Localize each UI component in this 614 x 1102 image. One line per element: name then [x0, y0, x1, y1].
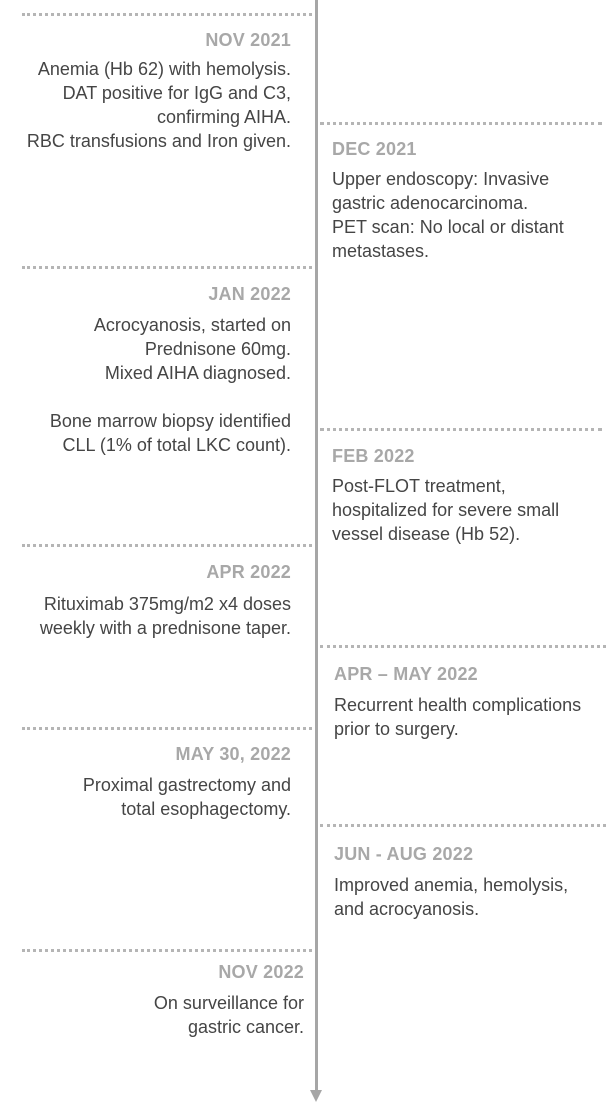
description-line: On surveillance for: [153, 993, 304, 1013]
description-line: Prednisone 60mg.: [144, 339, 291, 359]
event-date: MAY 30, 2022: [175, 744, 291, 764]
connector-apr-may-2022: [320, 645, 606, 648]
description-line: RBC transfusions and Iron given.: [26, 131, 291, 151]
description-line: total esophagectomy.: [121, 799, 291, 819]
description-line: prior to surgery.: [334, 719, 459, 739]
event-date: JAN 2022: [208, 284, 291, 304]
event-date: NOV 2021: [205, 30, 291, 50]
event-date: APR – MAY 2022: [334, 664, 478, 684]
event-date: JUN - AUG 2022: [334, 844, 474, 864]
timeline-event-apr-2022: APR 2022 Rituximab 375mg/m2 x4 doses wee…: [40, 561, 291, 640]
event-date: APR 2022: [206, 562, 291, 582]
connector-apr-2022: [22, 544, 312, 547]
description-line: weekly with a prednisone taper.: [39, 618, 291, 638]
timeline-event-feb-2022: FEB 2022 Post-FLOT treatment, hospitaliz…: [332, 445, 559, 546]
timeline-axis: [315, 0, 318, 1092]
event-description: Proximal gastrectomy and total esophagec…: [83, 773, 291, 821]
connector-nov-2021: [22, 13, 312, 16]
event-description: On surveillance for gastric cancer.: [154, 991, 304, 1039]
description-line: Upper endoscopy: Invasive: [332, 169, 550, 189]
description-line: Rituximab 375mg/m2 x4 doses: [43, 594, 291, 614]
description-line: gastric cancer.: [187, 1017, 304, 1037]
connector-jun-aug-2022: [320, 824, 606, 827]
description-line: CLL (1% of total LKC count).: [62, 435, 291, 455]
timeline-event-apr-may-2022: APR – MAY 2022 Recurrent health complica…: [334, 663, 581, 741]
description-line: Bone marrow biopsy identified: [49, 411, 291, 431]
timeline-event-nov-2022: NOV 2022 On surveillance for gastric can…: [154, 961, 304, 1039]
description-line: vessel disease (Hb 52).: [332, 524, 521, 544]
event-description: Rituximab 375mg/m2 x4 doses weekly with …: [40, 592, 291, 640]
description-line: PET scan: No local or distant: [332, 217, 564, 237]
description-line: Improved anemia, hemolysis,: [334, 875, 569, 895]
event-description: Post-FLOT treatment, hospitalized for se…: [332, 474, 559, 546]
description-line: Acrocyanosis, started on: [93, 315, 291, 335]
description-line: and acrocyanosis.: [334, 899, 480, 919]
connector-feb-2022: [320, 428, 602, 431]
description-line: confirming AIHA.: [156, 107, 291, 127]
connector-nov-2022: [22, 949, 312, 952]
event-date: NOV 2022: [218, 962, 304, 982]
description-line: hospitalized for severe small: [332, 500, 560, 520]
event-description: Improved anemia, hemolysis, and acrocyan…: [334, 873, 568, 921]
connector-jan-2022: [22, 266, 312, 269]
event-description: Anemia (Hb 62) with hemolysis. DAT posit…: [27, 57, 291, 153]
event-description: Recurrent health complications prior to …: [334, 693, 581, 741]
timeline-event-nov-2021: NOV 2021 Anemia (Hb 62) with hemolysis. …: [27, 29, 291, 153]
description-line: gastric adenocarcinoma.: [332, 193, 529, 213]
description-line: Post-FLOT treatment,: [332, 476, 506, 496]
event-date: DEC 2021: [332, 139, 417, 159]
description-line: [50, 385, 291, 409]
connector-dec-2021: [320, 122, 602, 125]
event-description: Acrocyanosis, started on Prednisone 60mg…: [50, 313, 291, 457]
description-line: Recurrent health complications: [334, 695, 582, 715]
timeline-event-may-30-2022: MAY 30, 2022 Proximal gastrectomy and to…: [83, 743, 291, 821]
connector-may-30-2022: [22, 727, 312, 730]
description-line: metastases.: [332, 241, 430, 261]
timeline-event-dec-2021: DEC 2021 Upper endoscopy: Invasive gastr…: [332, 138, 564, 263]
event-date: FEB 2022: [332, 446, 415, 466]
description-line: Proximal gastrectomy and: [82, 775, 291, 795]
timeline-event-jan-2022: JAN 2022 Acrocyanosis, started on Predni…: [50, 283, 291, 457]
event-description: Upper endoscopy: Invasive gastric adenoc…: [332, 167, 564, 263]
timeline-event-jun-aug-2022: JUN - AUG 2022 Improved anemia, hemolysi…: [334, 843, 568, 921]
description-line: Anemia (Hb 62) with hemolysis.: [37, 59, 291, 79]
description-line: Mixed AIHA diagnosed.: [104, 363, 291, 383]
timeline-arrow-head: [310, 1090, 322, 1102]
description-line: DAT positive for IgG and C3,: [62, 83, 291, 103]
